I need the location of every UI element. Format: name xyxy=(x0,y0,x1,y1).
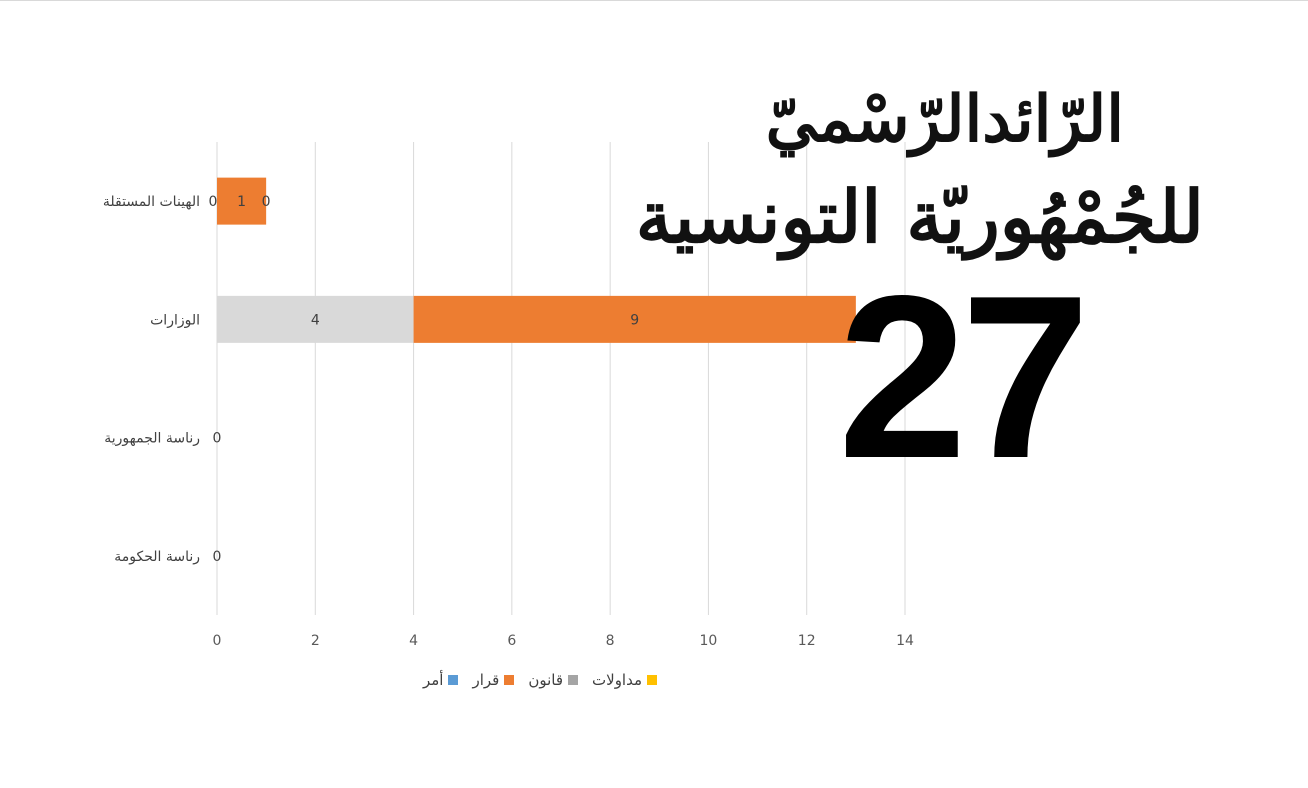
bar-segment xyxy=(413,295,856,343)
data-labels: 0 1 04 900 xyxy=(209,194,640,565)
x-tick-label: 14 xyxy=(896,633,914,649)
category-labels: الهينات المستقلة الوزارات رناسة الجمهورية ر… xyxy=(103,194,200,565)
legend-swatch xyxy=(568,675,579,685)
category-label: رناسة الجمهورية xyxy=(104,431,200,447)
x-tick-label: 10 xyxy=(700,633,718,649)
data-label: 0 xyxy=(213,549,222,565)
legend-label: مداولات xyxy=(592,671,643,689)
data-label: 0 xyxy=(213,431,222,447)
category-label: الوزارات xyxy=(150,312,200,328)
x-tick-labels: 0 2 4 6 8 10 12 14 xyxy=(213,633,914,649)
category-label: الهينات المستقلة xyxy=(103,194,200,210)
issue-number: 27 xyxy=(838,248,1090,507)
legend-label: أمر xyxy=(422,671,444,689)
x-tick-label: 8 xyxy=(606,633,615,649)
top-border xyxy=(0,0,1308,1)
bar-segment xyxy=(217,177,267,225)
legend-swatch xyxy=(448,675,459,685)
legend-item: أمر xyxy=(422,671,459,689)
x-tick-label: 0 xyxy=(213,633,222,649)
bars xyxy=(217,177,856,343)
legend-swatch xyxy=(647,675,658,685)
data-label: 1 xyxy=(237,194,246,210)
x-tick-label: 12 xyxy=(798,633,816,649)
gridlines xyxy=(216,142,906,615)
data-label: 0 xyxy=(262,194,271,210)
masthead-title-line2: للجُمْهُوريّة التونسية xyxy=(635,174,1204,259)
legend-swatch xyxy=(504,675,515,685)
category-label: رناسة الحكومة xyxy=(114,549,200,565)
x-tick-label: 2 xyxy=(311,633,320,649)
masthead-title-line1: الرّائدالرّسْميّ xyxy=(765,82,1124,157)
legend-label: قانون xyxy=(528,671,564,689)
data-label: 4 xyxy=(311,312,320,328)
masthead-logo: الرّائدالرّسْميّ للجُمْهُوريّة التونسية xyxy=(636,72,1210,284)
x-tick-label: 4 xyxy=(409,633,418,649)
chart-legend: مداولات قانون قرار أمر xyxy=(300,668,780,692)
data-label: 0 xyxy=(209,194,218,210)
data-label: 9 xyxy=(630,312,639,328)
legend-label: قرار xyxy=(472,671,500,689)
legend-item: مداولات xyxy=(592,671,658,689)
legend-item: قانون xyxy=(528,671,579,689)
bar-segment xyxy=(217,295,414,343)
legend-item: قرار xyxy=(472,671,515,689)
x-tick-label: 6 xyxy=(507,633,516,649)
